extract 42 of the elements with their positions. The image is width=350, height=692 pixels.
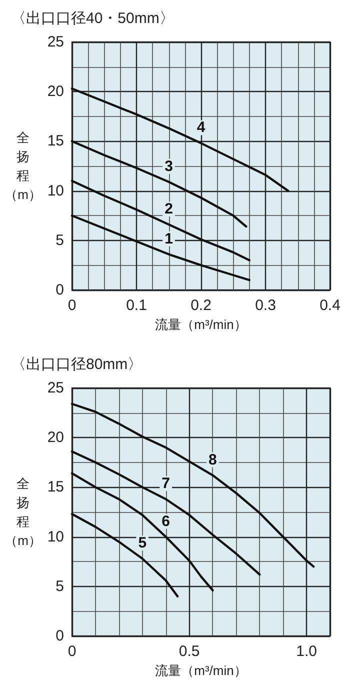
line-series bbox=[70, 512, 179, 598]
series-label: 5 bbox=[138, 534, 147, 552]
line-series bbox=[70, 140, 248, 228]
series-label: 6 bbox=[162, 512, 170, 530]
series-label: 4 bbox=[196, 119, 206, 136]
line-series bbox=[70, 450, 261, 576]
x-tick-label: 0.5 bbox=[178, 643, 200, 660]
y-tick-label: 5 bbox=[56, 578, 64, 595]
y-tick-label: 5 bbox=[56, 232, 64, 249]
x-axis-title: 流量（m³/min） bbox=[155, 317, 247, 332]
y-tick-label: 0 bbox=[56, 282, 64, 298]
y-tick-label: 10 bbox=[47, 528, 64, 546]
y-axis-title: 全扬程（m） bbox=[4, 476, 42, 548]
x-tick-label: 0.4 bbox=[320, 297, 340, 314]
chart-title: 〈出口口径80mm〉 bbox=[11, 356, 143, 373]
line-series bbox=[70, 88, 290, 192]
x-tick-label: 0.3 bbox=[255, 297, 276, 314]
series-label: 8 bbox=[208, 451, 217, 468]
x-axis-title: 流量（m³/min） bbox=[155, 663, 247, 678]
series-label: 7 bbox=[162, 475, 170, 492]
line-series bbox=[70, 402, 315, 568]
y-tick-label: 10 bbox=[47, 182, 64, 200]
x-tick-label: 0 bbox=[68, 297, 76, 314]
y-axis-title: 全扬程（m） bbox=[4, 130, 42, 202]
y-tick-label: 25 bbox=[47, 34, 64, 50]
y-tick-label: 20 bbox=[47, 83, 64, 100]
series-label: 3 bbox=[164, 158, 173, 175]
chart-title: 〈出口口径40・50mm〉 bbox=[11, 10, 174, 27]
series-label: 2 bbox=[164, 200, 173, 218]
y-tick-label: 20 bbox=[47, 429, 64, 446]
line-series bbox=[70, 472, 214, 592]
x-tick-label: 1.0 bbox=[296, 643, 317, 660]
y-tick-label: 25 bbox=[47, 380, 64, 396]
line-series bbox=[70, 214, 250, 282]
x-tick-label: 0.1 bbox=[126, 297, 147, 314]
y-tick-label: 15 bbox=[47, 478, 64, 496]
x-tick-label: 0.2 bbox=[190, 297, 212, 314]
line-series bbox=[70, 180, 250, 262]
x-tick-label: 0 bbox=[68, 643, 76, 660]
y-tick-label: 0 bbox=[56, 628, 64, 644]
y-tick-label: 15 bbox=[47, 132, 64, 150]
series-label: 1 bbox=[164, 230, 173, 248]
